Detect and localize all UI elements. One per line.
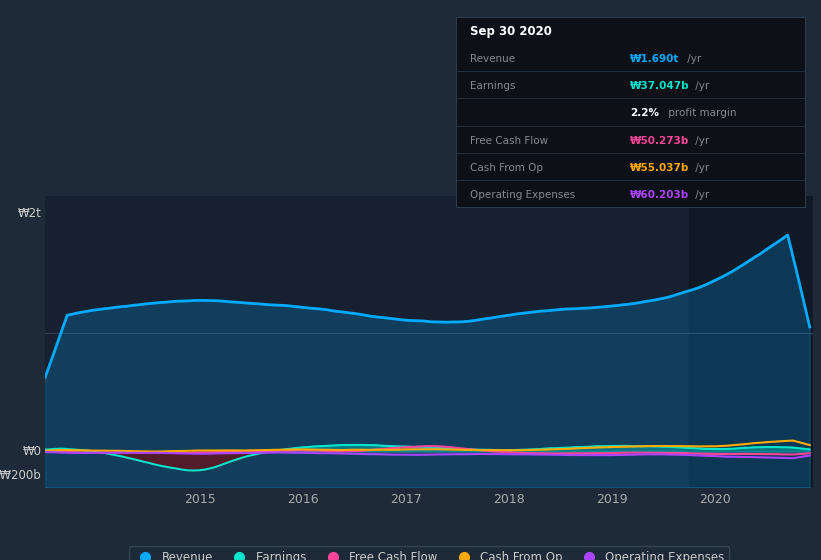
- Legend: Revenue, Earnings, Free Cash Flow, Cash From Op, Operating Expenses: Revenue, Earnings, Free Cash Flow, Cash …: [129, 546, 729, 560]
- Text: Free Cash Flow: Free Cash Flow: [470, 136, 548, 146]
- Text: Sep 30 2020: Sep 30 2020: [470, 25, 552, 38]
- Text: /yr: /yr: [691, 81, 709, 91]
- Bar: [689, 196, 813, 487]
- Text: ₩2t: ₩2t: [17, 207, 41, 220]
- Text: ₩0: ₩0: [22, 445, 41, 458]
- Text: Earnings: Earnings: [470, 81, 515, 91]
- Text: ₩60.203b: ₩60.203b: [631, 190, 690, 200]
- Text: ₩50.273b: ₩50.273b: [631, 136, 690, 146]
- Text: Operating Expenses: Operating Expenses: [470, 190, 575, 200]
- Text: /yr: /yr: [691, 163, 709, 172]
- Text: profit margin: profit margin: [665, 109, 736, 118]
- Text: /yr: /yr: [684, 54, 701, 64]
- Text: 2.2%: 2.2%: [631, 109, 659, 118]
- Text: Revenue: Revenue: [470, 54, 515, 64]
- Text: ₩37.047b: ₩37.047b: [631, 81, 690, 91]
- Text: ₩55.037b: ₩55.037b: [631, 163, 690, 172]
- Text: ₩1.690t: ₩1.690t: [631, 54, 680, 64]
- Text: /yr: /yr: [691, 136, 709, 146]
- Text: -₩200b: -₩200b: [0, 469, 41, 482]
- Text: Cash From Op: Cash From Op: [470, 163, 543, 172]
- Text: /yr: /yr: [691, 190, 709, 200]
